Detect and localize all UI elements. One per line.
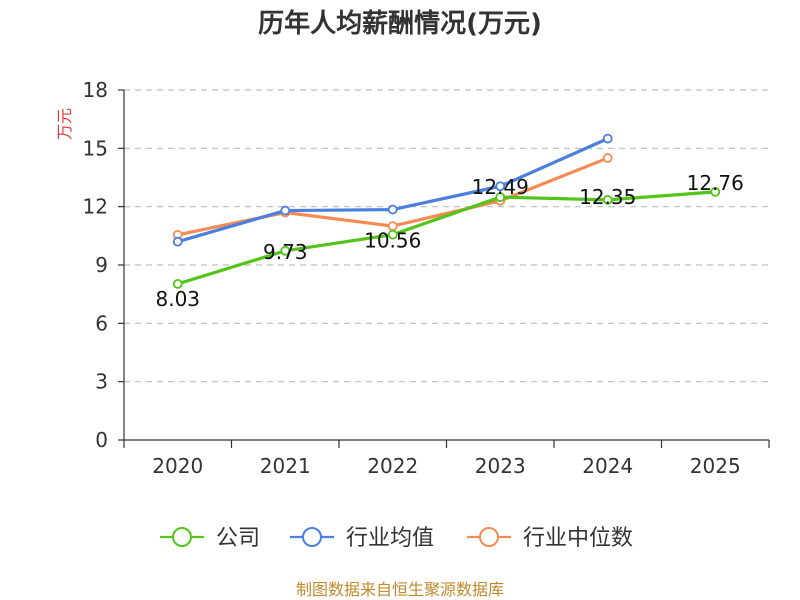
series-1 <box>172 133 613 247</box>
data-label: 9.73 <box>263 240 308 264</box>
data-point[interactable] <box>172 278 183 289</box>
data-point[interactable] <box>387 229 398 240</box>
legend-item-0[interactable]: 公司 <box>160 526 260 551</box>
legend-item-1[interactable]: 行业均值 <box>290 526 434 551</box>
data-label: 12.76 <box>687 171 744 195</box>
x-tick-label-2022: 2022 <box>367 454 418 478</box>
data-label: 10.56 <box>364 229 421 253</box>
legend-item-2[interactable]: 行业中位数 <box>467 526 633 551</box>
data-point[interactable] <box>495 192 506 203</box>
data-point[interactable] <box>710 186 721 197</box>
legend[interactable]: 公司 行业均值 行业中位数 <box>160 526 633 551</box>
legend-marker <box>172 527 192 547</box>
x-tick-label-2021: 2021 <box>260 454 311 478</box>
legend-marker <box>302 527 322 547</box>
y-tick-label-18: 18 <box>83 78 108 102</box>
data-point[interactable] <box>387 204 398 215</box>
data-label: 8.03 <box>155 287 200 311</box>
legend-marker <box>479 527 499 547</box>
x-tick-label-2024: 2024 <box>582 454 633 478</box>
data-label: 12.35 <box>579 185 636 209</box>
data-point[interactable] <box>172 236 183 247</box>
grid <box>124 89 769 383</box>
y-tick-label-0: 0 <box>95 428 108 452</box>
data-point[interactable] <box>602 133 613 144</box>
chart-title: 历年人均薪酬情况(万元) <box>258 8 542 39</box>
series-0 <box>172 186 721 289</box>
data-point[interactable] <box>495 181 506 192</box>
data-point[interactable] <box>602 153 613 163</box>
data-point[interactable] <box>280 205 291 216</box>
legend-label: 行业中位数 <box>523 526 633 551</box>
series-group <box>172 133 721 289</box>
series-line-0 <box>177 190 716 286</box>
legend-label: 公司 <box>216 526 260 551</box>
data-point[interactable] <box>602 194 613 205</box>
y-tick-label-15: 15 <box>83 136 108 160</box>
legend-label: 行业均值 <box>346 526 434 551</box>
y-tick-label-12: 12 <box>83 195 108 219</box>
data-point[interactable] <box>280 245 291 256</box>
source-note: 制图数据来自恒生聚源数据库 <box>296 580 504 599</box>
axes: 0 3 6 9 12 15 18 2020 2021 2022 2023 2024 2025 <box>83 78 770 478</box>
y-axis-label: 万元 <box>55 108 74 140</box>
x-tick-label-2020: 2020 <box>152 454 203 478</box>
data-labels: 8.03 9.73 10.56 12.49 12.35 12.76 <box>155 171 743 311</box>
x-tick-label-2025: 2025 <box>690 454 741 478</box>
y-tick-label-6: 6 <box>95 311 108 335</box>
x-tick-label-2023: 2023 <box>475 454 526 478</box>
y-tick-label-9: 9 <box>95 253 108 277</box>
y-tick-label-3: 3 <box>95 370 108 394</box>
data-label: 12.49 <box>472 175 529 199</box>
